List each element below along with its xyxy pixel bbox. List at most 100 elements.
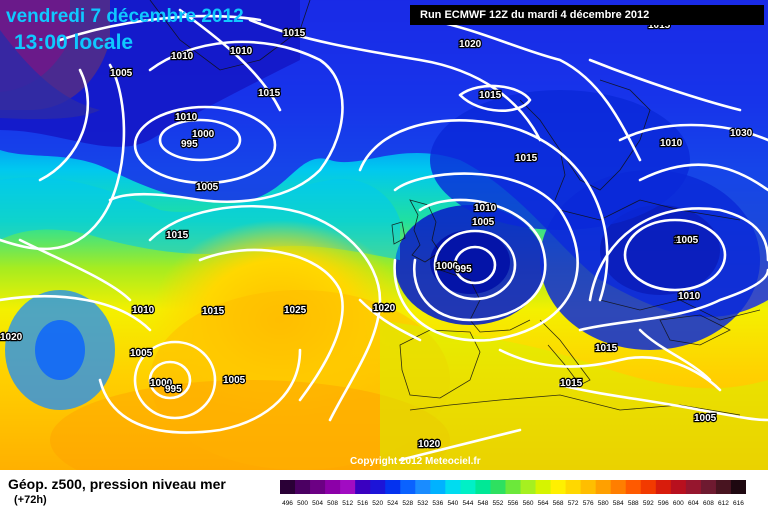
scale-label: 604 xyxy=(688,500,699,507)
isobar-label: 995 xyxy=(165,384,182,395)
scale-label: 496 xyxy=(282,500,293,507)
isobar-label: 995 xyxy=(181,139,198,150)
isobar-label: 1010 xyxy=(171,51,194,62)
isobar-label: 1020 xyxy=(418,439,441,450)
scale-swatch xyxy=(610,480,627,494)
scale-swatch xyxy=(385,480,401,494)
isobar-label: 1010 xyxy=(474,203,497,214)
scale-label: 580 xyxy=(598,500,609,507)
color-scale: 496 500 504 508 512 516 520 524 528 532 536 540 544 5… xyxy=(280,480,746,507)
scale-swatch xyxy=(280,480,296,494)
scale-swatch xyxy=(460,480,476,494)
isobar-label: 1020 xyxy=(373,303,396,314)
forecast-date: vendredi 7 décembre 2012 xyxy=(6,6,244,27)
scale-swatch xyxy=(655,480,672,494)
scale-label: 512 xyxy=(342,500,353,507)
isobar-label: 1000 xyxy=(150,378,173,389)
scale-swatch xyxy=(640,480,657,494)
scale-label: 532 xyxy=(417,500,428,507)
scale-label: 524 xyxy=(387,500,398,507)
isobar-label: 1005 xyxy=(130,348,153,359)
isobar-label: 1015 xyxy=(515,153,538,164)
scale-label: 540 xyxy=(447,500,458,507)
scale-label: 576 xyxy=(583,500,594,507)
scale-swatch xyxy=(670,480,687,494)
scale-label: 612 xyxy=(718,500,729,507)
run-info: Run ECMWF 12Z du mardi 4 décembre 2012 xyxy=(410,5,764,25)
forecast-step: (+72h) xyxy=(14,494,47,506)
scale-swatch xyxy=(550,480,567,494)
scale-label: 556 xyxy=(508,500,519,507)
scale-swatch xyxy=(400,480,416,494)
isobar-label: 1015 xyxy=(283,28,306,39)
scale-label: 588 xyxy=(628,500,639,507)
scale-label: 564 xyxy=(538,500,549,507)
scale-label: 516 xyxy=(357,500,368,507)
isobar-label: 1020 xyxy=(0,332,23,343)
forecast-time: 13:00 locale xyxy=(14,31,134,54)
scale-label: 568 xyxy=(553,500,564,507)
isobar-label: 1000 xyxy=(436,261,459,272)
scale-swatch xyxy=(295,480,311,494)
scale-label: 520 xyxy=(372,500,383,507)
isobar-label: 1015 xyxy=(202,306,225,317)
scale-label: 528 xyxy=(402,500,413,507)
isobar-label: 1010 xyxy=(132,305,155,316)
scale-label: 596 xyxy=(658,500,669,507)
isobar-label: 1005 xyxy=(674,235,697,246)
isobar-label: 1015 xyxy=(258,88,281,99)
scale-swatch xyxy=(580,480,597,494)
isobar-label: 995 xyxy=(455,264,472,275)
map-legend-title: Géop. z500, pression niveau mer xyxy=(8,476,226,492)
scale-swatch xyxy=(625,480,642,494)
scale-swatch xyxy=(595,480,612,494)
scale-label: 544 xyxy=(462,500,473,507)
scale-swatch xyxy=(325,480,341,494)
scale-label: 536 xyxy=(432,500,443,507)
scale-swatch xyxy=(715,480,732,494)
isobar-label: 1020 xyxy=(373,303,396,314)
scale-label: 560 xyxy=(523,500,534,507)
isobar-label: 1015 xyxy=(560,378,583,389)
scale-swatch xyxy=(445,480,461,494)
scale-label: 504 xyxy=(312,500,323,507)
isobar-label: 1015 xyxy=(166,230,189,241)
scale-label: 608 xyxy=(703,500,714,507)
isobar-label: 1025 xyxy=(284,305,307,316)
isobar-label: 995 xyxy=(455,264,472,275)
scale-swatch xyxy=(415,480,431,494)
isobar-label: 1000 xyxy=(436,261,459,272)
scale-label: 552 xyxy=(493,500,504,507)
scale-swatch xyxy=(340,480,356,494)
isobar-label: 1005 xyxy=(196,182,219,193)
isobar-label: 1010 xyxy=(230,46,253,57)
scale-swatch xyxy=(535,480,552,494)
scale-swatch xyxy=(700,480,717,494)
scale-swatch xyxy=(355,480,371,494)
copyright: Copyright 2012 Meteociel.fr xyxy=(350,456,481,467)
geopotential-map: 1015 1010 1005 1010 1000 995 1005 1015 1… xyxy=(0,0,768,470)
scale-swatch xyxy=(310,480,326,494)
scale-swatch xyxy=(370,480,386,494)
isobar-label: 1000 xyxy=(192,129,215,140)
scale-swatch xyxy=(520,480,537,494)
isobar-label: 1015 xyxy=(595,343,618,354)
isobar-label: 1010 xyxy=(678,291,701,302)
scale-swatch xyxy=(565,480,582,494)
scale-swatch xyxy=(475,480,491,494)
scale-swatch xyxy=(730,480,746,494)
scale-swatch xyxy=(685,480,702,494)
isobar-label: 1005 xyxy=(110,68,133,79)
isobar-label: 1010 xyxy=(175,112,198,123)
scale-swatch xyxy=(490,480,506,494)
scale-label: 508 xyxy=(327,500,338,507)
isobar-label: 1010 xyxy=(660,138,683,149)
isobar-label: 1020 xyxy=(418,439,441,450)
isobar-label: 1015 xyxy=(479,90,502,101)
isobar-label: 1005 xyxy=(472,217,495,228)
isobar-label: 1005 xyxy=(676,235,699,246)
scale-label: 616 xyxy=(733,500,744,507)
scale-label: 548 xyxy=(478,500,489,507)
isobar-label: 1005 xyxy=(223,375,246,386)
scale-label: 500 xyxy=(297,500,308,507)
